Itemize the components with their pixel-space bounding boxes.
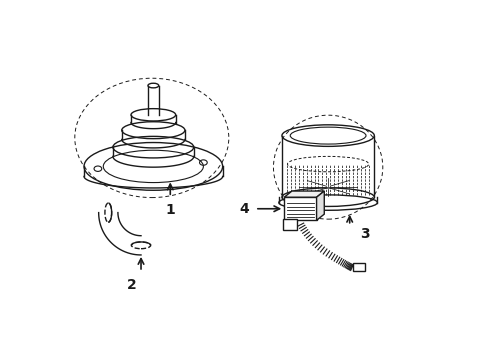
- Polygon shape: [284, 197, 317, 220]
- Polygon shape: [283, 219, 296, 230]
- Text: 3: 3: [360, 227, 370, 241]
- Text: 1: 1: [166, 203, 175, 217]
- Polygon shape: [317, 191, 324, 220]
- Polygon shape: [353, 263, 365, 271]
- Polygon shape: [284, 191, 324, 197]
- Text: 4: 4: [239, 202, 249, 216]
- Text: 2: 2: [127, 278, 137, 292]
- Ellipse shape: [282, 125, 374, 147]
- Ellipse shape: [148, 83, 159, 88]
- Ellipse shape: [282, 188, 374, 206]
